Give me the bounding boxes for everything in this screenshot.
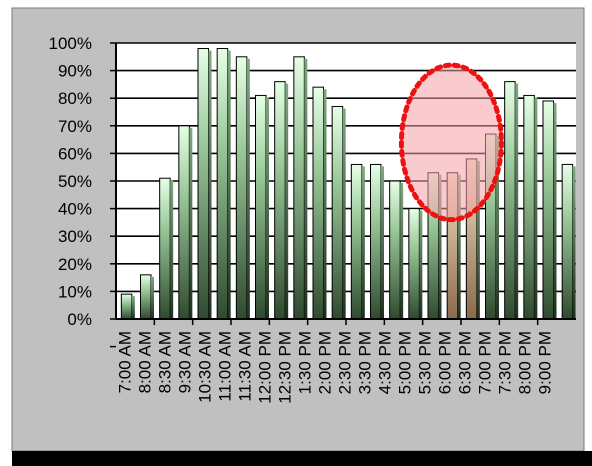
- x-tick-label: 2:30 PM: [335, 331, 354, 394]
- y-tick-label: 70%: [58, 117, 92, 136]
- bar-side: [227, 50, 231, 320]
- bar: [197, 48, 209, 320]
- bar-side: [246, 58, 250, 320]
- bar: [331, 105, 344, 320]
- y-tick-label: 10%: [58, 282, 92, 301]
- bar: [561, 163, 574, 320]
- bar: [255, 94, 267, 320]
- bar-side: [572, 166, 576, 319]
- x-tick-label: 1:30 PM: [295, 331, 314, 394]
- y-tick-label: 40%: [58, 200, 92, 219]
- bar: [370, 163, 382, 320]
- bar-side: [170, 180, 174, 319]
- y-tick-label: 20%: [58, 255, 92, 274]
- bar-side: [457, 174, 461, 319]
- bar-side: [515, 83, 519, 319]
- bar-side: [285, 83, 289, 319]
- bar-side: [476, 160, 480, 319]
- bar-side: [419, 210, 423, 319]
- x-tick-label: 5:00 PM: [395, 331, 414, 394]
- bar: [408, 208, 420, 320]
- y-tick-label: 60%: [58, 144, 92, 163]
- bar-side: [131, 296, 135, 319]
- bar: [120, 293, 133, 320]
- bar: [216, 48, 229, 320]
- bar-side: [151, 276, 154, 319]
- x-tick-label: 11:00 AM: [215, 331, 234, 402]
- bar-side: [381, 166, 384, 319]
- bar-side: [266, 97, 269, 319]
- bar-side: [438, 174, 442, 319]
- bar: [159, 177, 171, 320]
- x-tick-label: 6:00 PM: [435, 331, 454, 394]
- footer-bar: [12, 451, 592, 466]
- x-tick-label: 5:30 PM: [415, 331, 434, 394]
- x-tick-label: 7:00 AM: [115, 331, 134, 393]
- bar: [523, 94, 535, 320]
- bar: [274, 81, 286, 320]
- axes: [110, 42, 576, 348]
- bar: [178, 125, 190, 320]
- y-tick-label: 80%: [58, 89, 92, 108]
- bar-side: [496, 136, 499, 319]
- x-tick-label: 4:30 PM: [375, 331, 394, 394]
- highlight-ellipse: [398, 62, 504, 223]
- bar: [389, 180, 401, 320]
- bar: [542, 100, 554, 320]
- bar-side: [208, 50, 212, 320]
- x-tick-label: 3:30 PM: [355, 331, 374, 394]
- bar-side: [400, 183, 404, 319]
- bar-side: [342, 108, 346, 319]
- bar-side: [534, 97, 538, 319]
- x-tick-label: 12:00 PM: [255, 331, 274, 404]
- x-tick-label: 12:30 PM: [275, 331, 294, 404]
- bar-side: [553, 102, 557, 320]
- bar: [293, 56, 305, 320]
- bar: [235, 56, 248, 320]
- x-tick-label: 8:00 AM: [135, 331, 154, 393]
- x-tick-label: 6:30 PM: [455, 331, 474, 394]
- bar-side: [189, 127, 193, 319]
- bar-side: [361, 166, 365, 319]
- bar: [504, 81, 516, 320]
- bar-side: [304, 58, 308, 320]
- x-tick-label: 9:00 PM: [535, 331, 554, 394]
- x-tick-label: 11:30 AM: [235, 331, 254, 402]
- y-tick-label: 90%: [58, 62, 92, 81]
- y-tick-labels: 0% 10% 20% 30% 40% 50% 60% 70% 80% 90% 100%: [49, 34, 92, 329]
- highlight-overlay: [398, 62, 504, 223]
- x-tick-label: 8:30 AM: [155, 331, 174, 393]
- y-tick-label: 50%: [58, 172, 92, 191]
- x-tick-label: 8:00 PM: [515, 331, 534, 394]
- y-tick-label: 0%: [67, 310, 92, 329]
- y-tick-label: 30%: [58, 227, 92, 246]
- x-tick-label: 10:30 AM: [195, 331, 214, 403]
- x-tick-label: 7:30 PM: [495, 331, 514, 394]
- x-tick-label: 7:00 PM: [475, 331, 494, 394]
- x-tick-label: 9:30 AM: [175, 331, 194, 393]
- bar: [350, 163, 363, 320]
- x-tick-label: 2:00 PM: [315, 331, 334, 394]
- bar-side: [323, 89, 327, 319]
- x-tick-labels: 7:00 AM 8:00 AM 8:30 AM 9:30 AM 10:30 AM 11:0…: [115, 331, 554, 404]
- bar: [140, 274, 152, 320]
- bar: [312, 86, 324, 320]
- y-tick-label: 100%: [49, 34, 92, 53]
